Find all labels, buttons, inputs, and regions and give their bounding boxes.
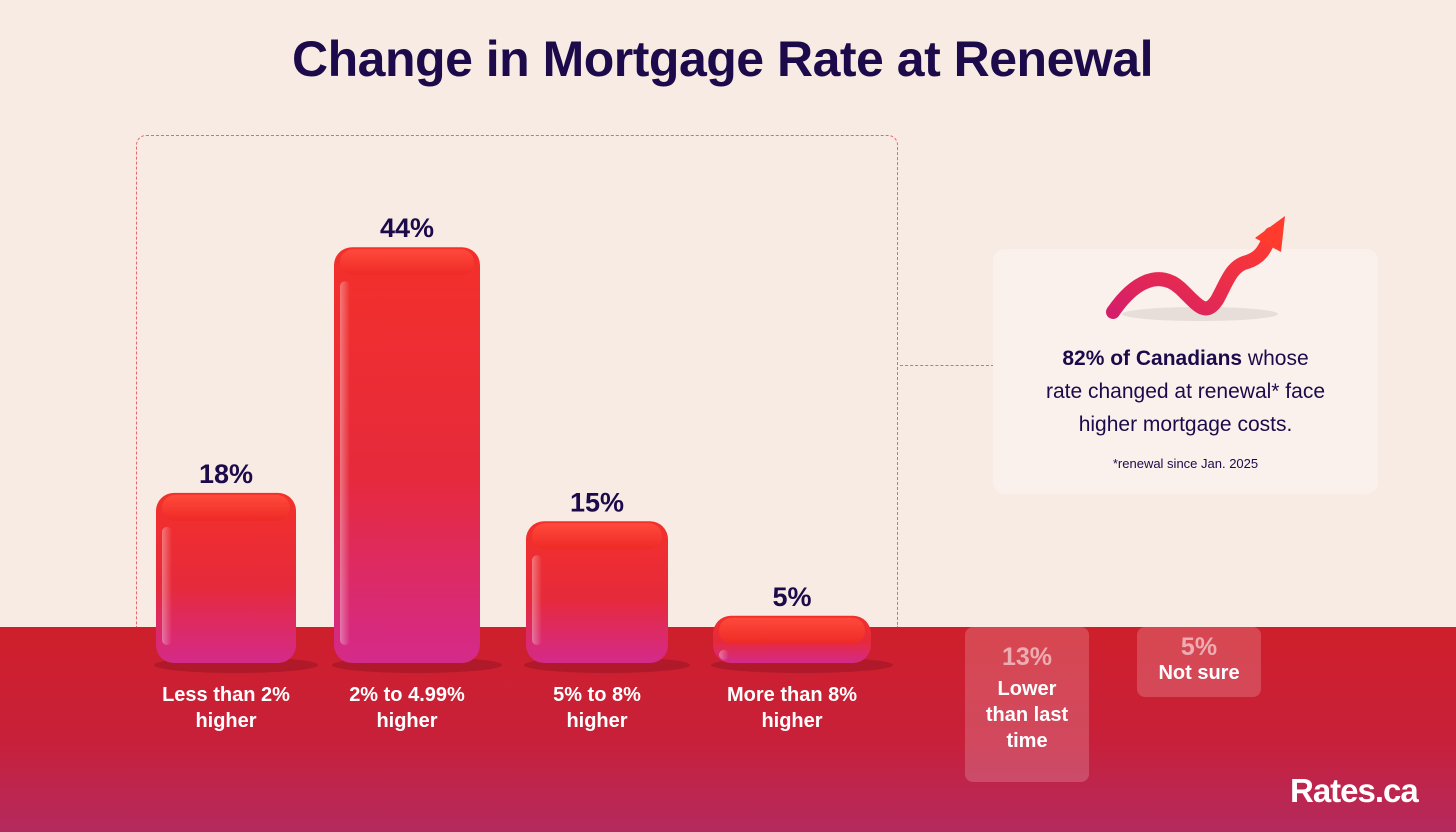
other-response-label: Not sure <box>1158 662 1240 684</box>
callout-text-line-3: higher mortgage costs. <box>1078 413 1293 436</box>
bar-top-face <box>340 249 474 276</box>
callout-text: 82% of Canadians whose rate changed at r… <box>993 342 1378 441</box>
other-response-value: 5% <box>1180 633 1218 661</box>
bar-highlight <box>719 649 729 660</box>
category-label: 2% to 4.99% higher <box>349 684 465 732</box>
bar <box>526 521 668 663</box>
bar-top-face <box>162 494 290 521</box>
callout-highlight: 82% of Canadians <box>1062 347 1243 370</box>
bar <box>334 247 480 663</box>
bar-value-label: 15% <box>570 487 624 517</box>
bar <box>156 492 296 663</box>
rising-arrow-icon <box>1106 216 1285 321</box>
callout-footnote: *renewal since Jan. 2025 <box>1112 456 1259 471</box>
bar-value-label: 44% <box>380 213 434 243</box>
bar-highlight <box>340 281 350 645</box>
bar-top-face <box>532 523 662 550</box>
bar-value-label: 18% <box>199 459 253 489</box>
callout-text-line-2: rate changed at renewal* face <box>1045 380 1326 403</box>
category-label: More than 8% higher <box>726 684 858 732</box>
dashed-bracket <box>136 135 898 627</box>
other-response-lower: 13% Lower than last time <box>965 627 1089 782</box>
dashed-connector <box>900 365 994 366</box>
chart-title: Change in Mortgage Rate at Renewal <box>292 31 1153 87</box>
category-label: Less than 2% higher <box>162 684 290 732</box>
other-response-not-sure: 5% Not sure <box>1137 627 1261 697</box>
bar-highlight <box>532 555 542 645</box>
rates-ca-logo: Rates.ca <box>1290 772 1419 809</box>
bar-value-label: 5% <box>772 582 811 612</box>
bar-highlight <box>162 526 172 645</box>
category-label: 5% to 8% higher <box>553 684 641 732</box>
bar-top-face <box>719 617 865 644</box>
other-response-label: Lower than last time <box>985 678 1069 752</box>
callout-text-rest: whose <box>1242 347 1309 370</box>
other-response-value: 13% <box>1001 643 1053 671</box>
